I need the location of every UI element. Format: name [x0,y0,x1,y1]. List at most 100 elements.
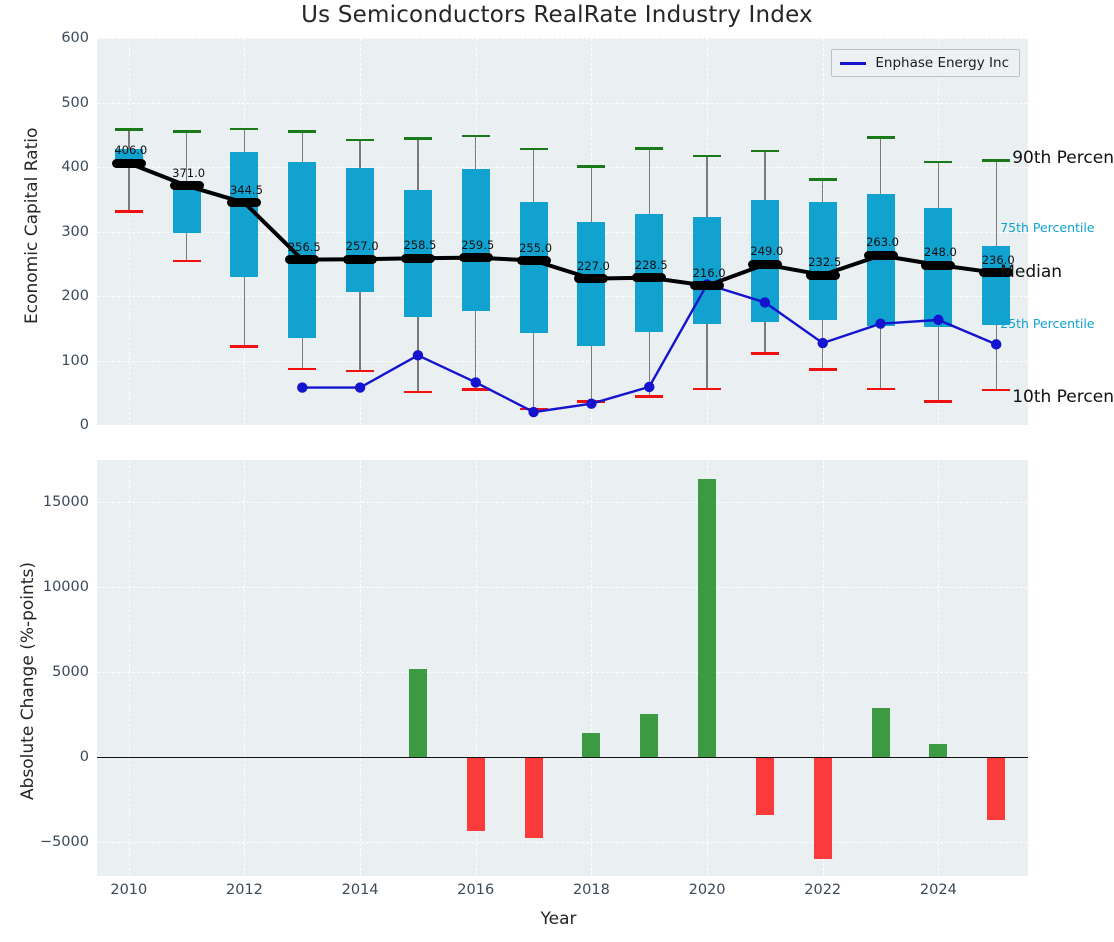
median-marker [169,181,204,191]
cap-90th-percentile [172,130,201,133]
gridline-vertical [475,460,477,876]
y-axis-tick-label: 5000 [52,664,89,681]
median-value-label: 255.0 [519,240,553,255]
company-data-point [470,377,481,388]
x-axis-tick-label: 2018 [572,882,610,898]
median-value-label: 256.5 [287,239,321,254]
median-marker [400,253,435,263]
company-data-point [528,406,539,418]
change-bar [871,707,890,758]
gridline-horizontal [97,502,1028,504]
cap-10th-percentile [924,400,953,404]
cap-90th-percentile [693,154,722,158]
y-axis-tick-label: 15000 [42,494,89,511]
y-axis-tick-label: 400 [61,159,89,175]
cap-90th-percentile [866,136,895,139]
median-value-label: 232.5 [808,255,842,270]
median-value-label: 344.5 [229,182,263,197]
legend[interactable]: Enphase Energy Inc [831,49,1020,77]
y-axis-tick-label: 300 [61,223,89,240]
gridline-vertical [128,460,130,876]
cap-10th-percentile [114,210,143,213]
y-axis-tick-label: 10000 [42,579,89,596]
gridline-vertical [360,460,362,876]
gridline-horizontal [97,587,1028,589]
y-axis-tick-label: 200 [61,288,89,304]
box [982,246,1011,326]
box [577,221,606,347]
company-data-point [990,339,1002,350]
median-marker [979,268,1014,278]
gridline-horizontal [97,425,1028,426]
box [808,202,837,320]
legend-label: Enphase Energy Inc [875,55,1009,71]
company-data-point [354,382,366,393]
company-data-point [817,337,828,349]
percentile-annotation: Median [1000,261,1063,282]
y-axis-tick-label: 600 [61,30,89,46]
company-data-point [644,381,655,393]
cap-10th-percentile [346,369,375,373]
change-bar [524,757,543,838]
box [693,216,722,325]
y-axis-tick-label: 500 [61,94,89,111]
cap-90th-percentile [750,149,779,153]
cap-10th-percentile [982,388,1011,392]
cap-90th-percentile [346,138,375,142]
cap-90th-percentile [114,128,143,131]
cap-10th-percentile [635,395,664,398]
cap-10th-percentile [461,388,490,391]
box [403,189,432,318]
gridline-horizontal [97,167,1028,168]
whisker [128,128,130,211]
legend-line-swatch [840,61,867,65]
y-axis-tick-label: 0 [79,417,89,433]
change-bar [466,757,485,831]
change-bar [755,757,774,815]
median-marker [227,198,262,208]
x-axis-tick-label: 2016 [457,882,495,898]
median-marker [747,259,782,269]
gridline-horizontal [97,231,1028,233]
cap-10th-percentile [288,367,317,371]
median-value-label: 236.0 [981,252,1015,267]
cap-90th-percentile [288,130,317,133]
median-marker [805,270,840,280]
box [519,202,548,333]
gridline-vertical [244,460,246,876]
x-axis-tick-label: 2024 [919,882,957,898]
cap-10th-percentile [693,387,722,391]
company-line [302,282,997,414]
median-value-label: 227.0 [576,258,610,273]
cap-90th-percentile [230,127,259,131]
company-data-point [412,350,424,361]
x-axis-tick-label: 2010 [110,882,148,898]
company-data-point [933,314,944,326]
median-marker [285,255,320,265]
box [346,167,375,293]
x-axis-tick-label: 2020 [688,882,726,898]
x-axis-tick-label: 2014 [341,882,379,898]
percentile-annotation: 25th Percentile [1000,315,1095,331]
top-y-axis-label: Economic Capital Ratio [22,127,42,324]
median-value-label: 216.0 [692,265,726,280]
median-marker [111,158,146,168]
box [635,214,664,333]
absolute-change-plot-area [97,460,1028,876]
company-data-point [875,318,886,329]
cap-10th-percentile [230,345,259,348]
cap-90th-percentile [982,159,1011,162]
x-axis-tick-label: 2012 [226,882,263,898]
median-marker [343,254,378,264]
median-value-label: 259.5 [461,237,495,252]
x-axis-label: Year [540,909,577,929]
median-value-label: 263.0 [866,235,899,250]
bottom-y-axis-label: Absolute Change (%-points) [18,562,38,800]
cap-90th-percentile [635,147,664,150]
median-value-label: 258.5 [403,238,437,253]
gridline-horizontal [97,842,1028,844]
top-line-overlay [128,161,1002,418]
y-axis-tick-label: 0 [79,749,89,766]
x-axis-tick-label: 2022 [804,882,842,898]
zero-line [97,757,1028,759]
